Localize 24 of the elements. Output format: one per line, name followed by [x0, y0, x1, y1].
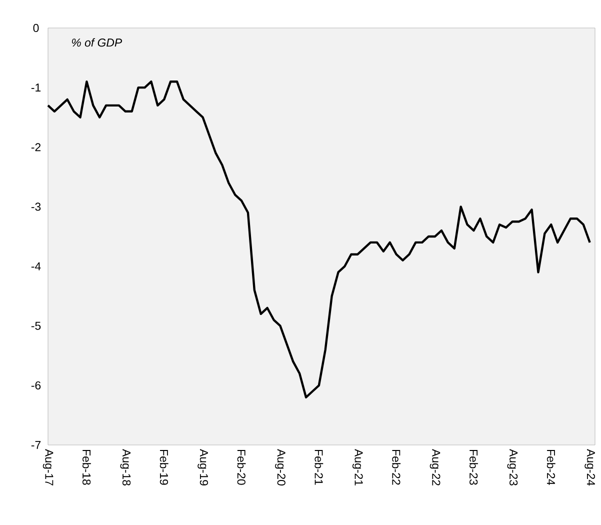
x-tick-label: Feb-24: [546, 450, 556, 485]
x-tick-label: Feb-23: [470, 450, 478, 485]
x-tick-label: Aug-18: [120, 449, 131, 486]
y-tick-label: -3: [31, 202, 41, 211]
annotation: % of GDP: [72, 38, 122, 47]
y-tick-label: -2: [31, 143, 41, 152]
x-tick-label: Aug-20: [275, 449, 286, 486]
x-tick-label: Feb-18: [82, 450, 91, 485]
y-tick-label: -4: [31, 262, 41, 270]
x-tick-label: Feb-21: [314, 450, 324, 485]
x-tick-label: Aug-17: [42, 449, 54, 486]
y-tick-label: -1: [31, 84, 41, 92]
y-tick-label: 0: [33, 24, 39, 32]
x-tick-label: Aug-19: [198, 449, 208, 486]
x-tick-label: Aug-24: [584, 449, 596, 486]
x-tick-label: Aug-23: [507, 449, 518, 486]
y-tick-label: -6: [31, 381, 41, 390]
x-tick-label: Aug-22: [430, 449, 440, 486]
y-tick-label: -5: [31, 322, 41, 330]
x-tick-label: Feb-19: [160, 450, 168, 485]
x-tick-label: Aug-21: [352, 449, 363, 486]
y-tick-label: -7: [31, 441, 41, 449]
x-tick-label: Feb-22: [392, 450, 401, 485]
x-tick-label: Feb-20: [237, 450, 246, 485]
